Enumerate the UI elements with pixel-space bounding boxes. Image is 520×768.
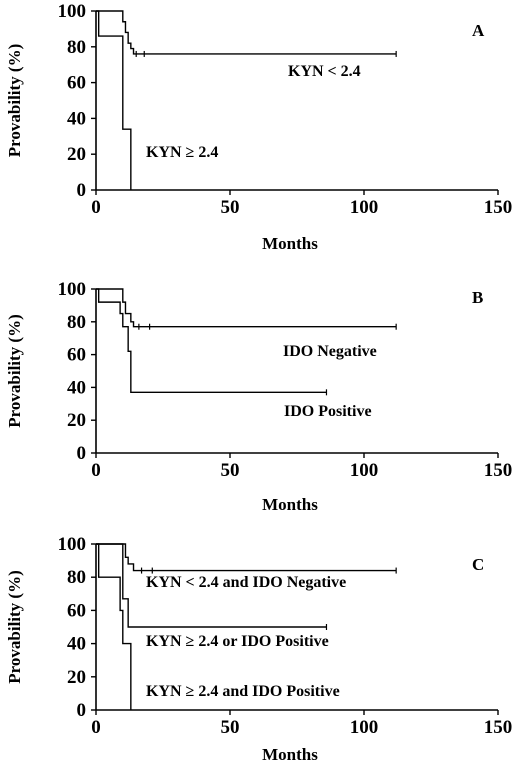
- x-axis-title: Months: [262, 745, 318, 764]
- survival-curve: [96, 288, 327, 394]
- x-tick-label: 50: [221, 197, 240, 218]
- y-tick-label: 20: [67, 144, 86, 165]
- series-label: KYN < 2.4: [288, 63, 361, 80]
- y-tick-label: 60: [67, 73, 86, 94]
- y-tick-label: 40: [67, 634, 86, 655]
- panel-a: 0 20 40 60 80 100 0 50 100 150 Months Provability (…: [5, 1, 512, 253]
- y-tick-label: 80: [67, 312, 86, 333]
- panel-c: 0 20 40 60 80 100 0 50 100 150 Months Provability (…: [5, 534, 512, 764]
- survival-curve: [96, 10, 397, 55]
- y-axis-title: Provability (%): [5, 314, 24, 427]
- panel-letter: A: [472, 21, 485, 40]
- x-axis-title: Months: [262, 495, 318, 514]
- series-label: IDO Positive: [284, 403, 372, 420]
- x-tick-label: 100: [350, 197, 379, 218]
- x-tick-label: 0: [91, 197, 101, 218]
- y-tick-label: 60: [67, 600, 86, 621]
- y-tick-label: 100: [58, 279, 87, 300]
- series-label: KYN < 2.4 and IDO Negative: [146, 574, 346, 591]
- panel-b: 0 20 40 60 80 100 0 50 100 150 Months Provability (…: [5, 279, 512, 514]
- y-tick-label: 20: [67, 667, 86, 688]
- x-tick-label: 50: [221, 717, 240, 738]
- x-tick-label: 50: [221, 460, 240, 481]
- series-label: KYN ≥ 2.4 or IDO Positive: [146, 633, 329, 650]
- y-axis-title: Provability (%): [5, 570, 24, 683]
- x-tick-label: 150: [484, 197, 513, 218]
- y-tick-label: 80: [67, 567, 86, 588]
- series-label: KYN ≥ 2.4: [146, 144, 218, 161]
- survival-curve: [96, 543, 397, 572]
- y-tick-label: 0: [77, 443, 87, 464]
- x-tick-label: 0: [91, 717, 101, 738]
- x-tick-label: 100: [350, 460, 379, 481]
- y-axis-title: Provability (%): [5, 44, 24, 157]
- series-label: IDO Negative: [283, 343, 377, 360]
- panel-letter: C: [472, 555, 484, 574]
- y-tick-label: 100: [58, 534, 87, 555]
- x-tick-label: 150: [484, 717, 513, 738]
- y-tick-label: 60: [67, 345, 86, 366]
- y-tick-label: 100: [58, 1, 87, 22]
- y-tick-label: 80: [67, 37, 86, 58]
- survival-curve: [96, 10, 132, 190]
- survival-curve: [96, 543, 327, 628]
- x-tick-label: 150: [484, 460, 513, 481]
- y-tick-label: 40: [67, 108, 86, 129]
- x-axis-title: Months: [262, 234, 318, 253]
- panel-letter: B: [472, 288, 483, 307]
- y-tick-label: 20: [67, 410, 86, 431]
- series-label: KYN ≥ 2.4 and IDO Positive: [146, 683, 340, 700]
- x-tick-label: 100: [350, 717, 379, 738]
- y-tick-label: 40: [67, 377, 86, 398]
- survival-curve: [96, 288, 397, 328]
- survival-curve: [96, 543, 132, 710]
- y-tick-label: 0: [77, 700, 87, 721]
- y-tick-label: 0: [77, 180, 87, 201]
- x-tick-label: 0: [91, 460, 101, 481]
